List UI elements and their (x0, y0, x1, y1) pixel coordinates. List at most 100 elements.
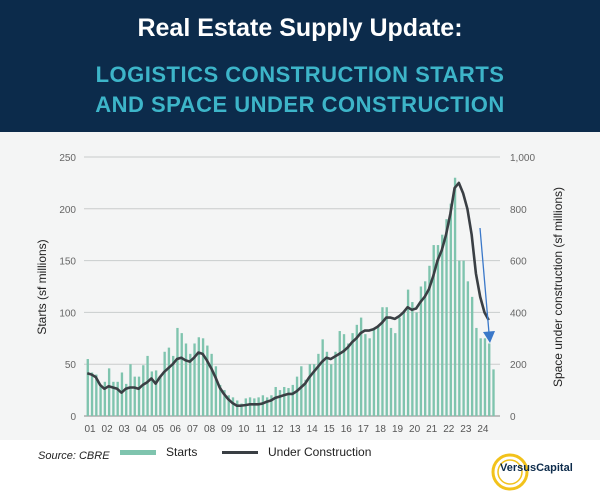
under-construction-line (86, 181, 490, 407)
bar (248, 397, 252, 416)
bar (189, 353, 192, 416)
trend-arrow-line (479, 227, 490, 334)
bar (236, 400, 239, 416)
logo-text: VersusCapital (500, 462, 573, 474)
bar (129, 364, 132, 416)
bar (304, 379, 307, 416)
bar (334, 351, 337, 416)
x-tick-label: 04 (136, 424, 148, 435)
bar (180, 333, 183, 416)
x-tick-label: 07 (187, 424, 199, 435)
bar (436, 245, 440, 416)
bar (159, 375, 162, 416)
bar (172, 355, 175, 416)
bar (338, 331, 341, 416)
bar (441, 234, 444, 416)
bar (223, 390, 226, 416)
bar (470, 296, 474, 416)
x-tick-label: 17 (358, 424, 370, 435)
subtitle-line-2: AND SPACE UNDER CONSTRUCTION (95, 92, 505, 117)
x-tick-label: 05 (153, 424, 165, 435)
bar (377, 326, 380, 416)
bar (351, 333, 354, 416)
legend-starts-label: Starts (166, 445, 198, 459)
bar (103, 381, 107, 416)
x-tick-label: 12 (272, 424, 284, 435)
x-tick-label: 11 (256, 424, 267, 435)
bar (372, 327, 376, 416)
bar (479, 338, 482, 416)
y-tick-label: 150 (59, 257, 76, 268)
bar (176, 327, 179, 416)
bar (492, 369, 495, 416)
bar (398, 317, 401, 416)
bar (428, 265, 431, 416)
bar (265, 397, 269, 416)
x-tick-label: 08 (204, 424, 216, 435)
x-tick-label: 01 (84, 424, 96, 435)
bar (368, 338, 371, 416)
x-tick-label: 06 (170, 424, 182, 435)
bar (133, 376, 136, 416)
x-tick-label: 23 (460, 424, 472, 435)
bar (107, 368, 111, 416)
header: Real Estate Supply Update: LOGISTICS CON… (0, 0, 600, 132)
y2-tick-label: 0 (510, 412, 516, 423)
bar (125, 383, 128, 416)
y-tick-label: 100 (59, 308, 76, 319)
bar (466, 281, 470, 416)
x-tick-label: 03 (119, 424, 131, 435)
bar (475, 327, 478, 416)
x-tick-label: 16 (341, 424, 353, 435)
legend-starts: Starts (120, 445, 197, 459)
bar (154, 370, 158, 416)
bar (423, 281, 427, 416)
bar (364, 334, 367, 416)
bar (488, 343, 491, 416)
bar (483, 338, 487, 416)
bar (137, 376, 141, 416)
y2-tick-label: 800 (510, 205, 527, 216)
bar (214, 366, 218, 416)
bar (253, 398, 256, 416)
bar (385, 307, 388, 416)
y2-tick-label: 600 (510, 257, 527, 268)
logo-swoosh-icon (491, 453, 529, 491)
bar (312, 364, 316, 416)
bar (419, 286, 423, 416)
bar (116, 381, 119, 416)
bar (394, 333, 397, 416)
legend-bar-swatch (120, 449, 156, 455)
x-tick-label: 14 (307, 424, 319, 435)
x-tick-label: 02 (102, 424, 114, 435)
bar (278, 390, 282, 416)
bar (244, 398, 247, 416)
bar (90, 372, 94, 416)
bar (359, 317, 363, 416)
bar (283, 386, 286, 416)
bar (295, 376, 299, 416)
bar (240, 403, 243, 416)
bar (120, 372, 124, 416)
x-tick-label: 24 (477, 424, 489, 435)
bar (389, 327, 393, 416)
x-tick-label: 18 (375, 424, 387, 435)
bar (415, 312, 418, 416)
bar (347, 343, 350, 416)
bar (201, 338, 205, 416)
bar (342, 334, 346, 416)
x-tick-label: 09 (221, 424, 233, 435)
bar (218, 384, 222, 416)
x-tick-label: 19 (392, 424, 404, 435)
y2-tick-label: 1,000 (510, 153, 535, 164)
bar (321, 339, 324, 416)
bar (300, 366, 303, 416)
bar (330, 364, 333, 416)
bar (193, 343, 196, 416)
bar (381, 307, 384, 416)
bar (291, 384, 294, 416)
page-title: Real Estate Supply Update: (137, 14, 463, 42)
bar (274, 386, 277, 416)
bar (184, 343, 188, 416)
